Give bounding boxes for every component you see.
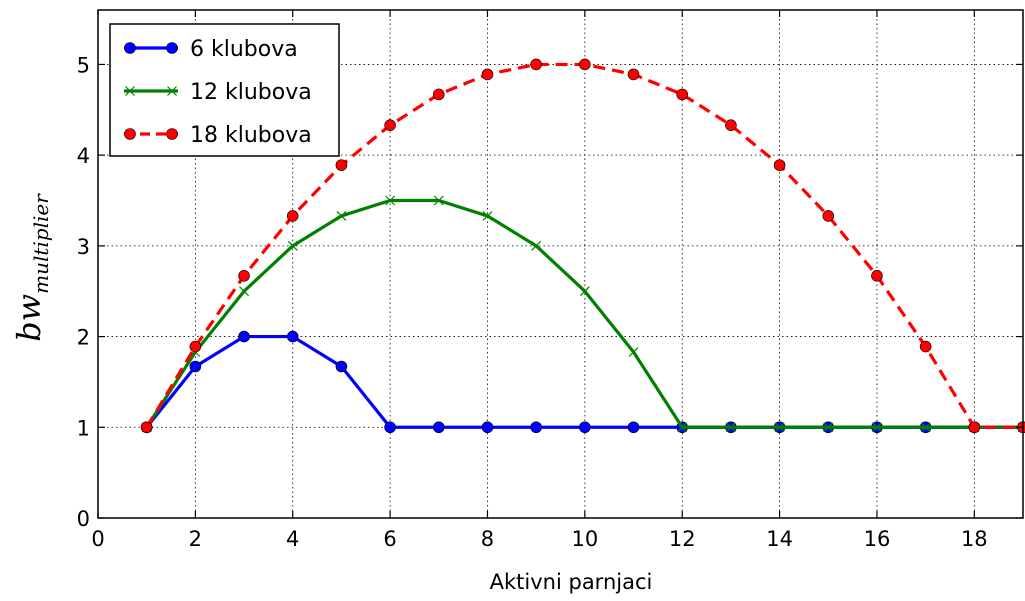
data-point [530,421,542,434]
x-tick-label: 16 [864,527,891,551]
data-point [482,210,493,221]
data-point [579,421,591,434]
data-point [239,286,249,297]
x-tick-label: 0 [91,527,104,551]
y-tick-label: 5 [77,53,90,77]
data-point [385,195,396,206]
x-tick-label: 10 [571,527,598,551]
data-point [822,210,835,222]
legend-marker [124,42,136,54]
data-point [481,421,494,434]
data-point [530,58,542,71]
legend-label: 18 klubova [190,123,312,148]
series-1 [140,330,1025,434]
legend-marker [167,86,177,96]
legend-entry: 18 klubova [124,123,312,148]
y-axis-label: bwmultiplier [10,193,53,342]
legend-label: 12 klubova [190,80,312,105]
y-axis-label-subscript: multiplier [29,193,53,294]
data-point [481,68,494,81]
data-point [919,340,932,353]
legend-marker [166,42,178,54]
x-tick-label: 4 [286,527,299,551]
plot-area-frame [97,9,1024,519]
data-point [384,119,396,132]
data-point [872,422,882,433]
x-tick-label: 18 [961,527,988,551]
data-point [189,340,202,353]
data-point [627,421,640,434]
y-tick-label: 4 [77,144,90,168]
data-point [725,422,736,433]
data-point [920,422,931,433]
legend-marker [125,86,135,96]
data-point [336,210,347,221]
series-layer [140,58,1025,434]
legend: 6 klubova 12 klubova 18 klubova [109,23,340,157]
x-tick-label: 8 [481,527,494,551]
data-point [238,330,250,343]
data-point [335,360,348,373]
legend-marker [166,128,178,140]
data-point [627,68,640,81]
data-point [871,269,883,282]
y-tick-label: 1 [77,416,90,440]
x-tick-label: 12 [669,527,696,551]
data-point [189,360,202,373]
data-point [432,421,445,434]
y-tick-label: 0 [77,507,90,531]
data-point [286,330,299,343]
data-point [384,421,396,434]
data-point [628,347,639,357]
data-point [335,159,348,171]
series-3 [140,58,1025,434]
x-axis-label: Aktivni parnjaci [490,570,653,594]
data-point [823,422,834,433]
legend-entry: 12 klubova [124,80,312,105]
data-point [140,421,153,434]
legend-entry: 6 klubova [124,37,298,62]
data-point [238,269,250,282]
data-point [286,210,299,222]
series-line [145,334,1023,429]
series-2 [141,195,1025,433]
y-axis-label-main: bw [10,294,48,342]
data-point [287,240,298,251]
legend-label: 6 klubova [190,37,298,62]
data-point [579,286,590,297]
x-tick-label: 2 [189,527,202,551]
x-tick-label: 14 [766,527,793,551]
data-point [433,195,444,206]
data-point [531,240,542,251]
data-point [773,159,786,171]
y-tick-label: 3 [77,235,90,259]
y-tick-label: 2 [77,326,90,350]
data-point [676,88,689,101]
data-point [579,58,591,71]
x-tick-label: 6 [383,527,396,551]
data-point [677,422,688,433]
data-point [968,421,981,434]
data-point [432,88,445,101]
data-point [774,422,785,433]
legend-marker [124,128,136,140]
data-point [725,119,737,132]
